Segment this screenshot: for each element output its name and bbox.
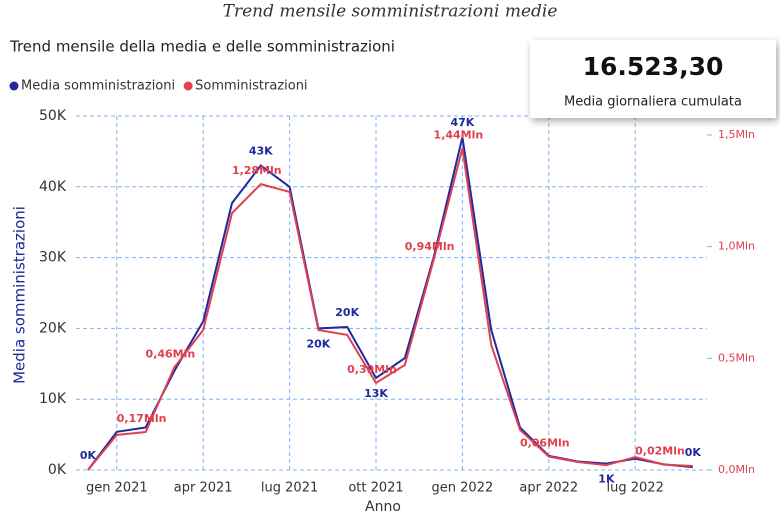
series-line — [87, 148, 693, 471]
data-label: 0K — [685, 446, 702, 459]
data-label: 0,02Mln — [635, 445, 685, 458]
y-tick-label: 10K — [39, 391, 67, 407]
x-tick-label: lug 2022 — [607, 481, 664, 496]
y-tick-label: 0K — [48, 462, 67, 478]
y-tick-label: 50K — [39, 108, 67, 124]
data-label: 0,06Mln — [520, 437, 570, 450]
data-label: 47K — [450, 116, 474, 129]
x-tick-label: lug 2021 — [261, 481, 318, 496]
data-label: 1K — [598, 473, 615, 486]
x-tick-label: gen 2021 — [86, 481, 148, 496]
plot: 0K 10K 20K 30K 40K 50K 0,0Mln 0,5Mln 1,0Mln 1,5Ml… — [9, 79, 755, 496]
data-label: 0,46Mln — [146, 347, 196, 360]
data-label: 1,44Mln — [434, 128, 484, 141]
legend-label: Media somministrazioni — [21, 79, 175, 94]
legend-label: Somministrazioni — [195, 79, 307, 94]
page-title: Trend mensile somministrazioni medie — [223, 2, 558, 22]
data-label: 13K — [364, 387, 388, 400]
x-tick-label: apr 2022 — [519, 481, 578, 496]
y-tick-label: 20K — [39, 320, 67, 336]
legend-marker — [183, 81, 193, 91]
y2-tick-label: 1,5Mln — [718, 128, 755, 141]
data-label: 1,28Mln — [232, 164, 282, 177]
data-label: 0,39Mln — [347, 363, 397, 376]
x-tick-label: gen 2022 — [432, 481, 494, 496]
kpi-label: Media giornaliera cumulata — [564, 95, 742, 110]
x-tick-label: ott 2021 — [348, 481, 403, 496]
data-label: 0K — [80, 449, 97, 462]
data-label: 20K — [335, 306, 359, 319]
chart-title: Trend mensile della media e delle sommin… — [9, 38, 395, 56]
x-axis-label: Anno — [365, 499, 401, 515]
data-label: 0,94Mln — [405, 240, 455, 253]
kpi-value: 16.523,30 — [583, 52, 724, 81]
data-label: 43K — [249, 145, 273, 158]
y-tick-label: 40K — [39, 179, 67, 195]
data-label: 0,17Mln — [117, 412, 167, 425]
y-axis-label: Media somministrazioni — [11, 206, 29, 384]
data-label: 20K — [306, 337, 330, 350]
y2-tick-label: 0,0Mln — [718, 463, 755, 476]
x-tick-label: apr 2021 — [174, 481, 233, 496]
y2-tick-label: 1,0Mln — [718, 240, 755, 253]
y2-tick-label: 0,5Mln — [718, 351, 755, 364]
y-tick-label: 30K — [39, 250, 67, 266]
legend-marker — [9, 81, 19, 91]
kpi-card — [530, 40, 776, 118]
